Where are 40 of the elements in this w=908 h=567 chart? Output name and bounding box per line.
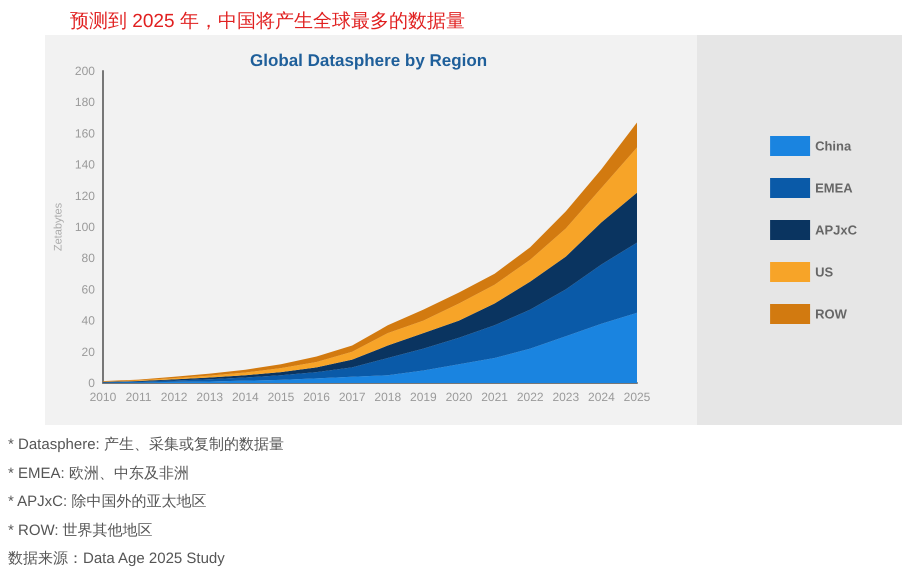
y-tick-label: 100 [74,220,96,234]
text: * ROW: 世界其他地区 [8,520,154,540]
text: * APJxC: 除中国外的亚太地区 [8,492,208,512]
x-tick-label: 2020 [446,390,473,404]
x-tick-label: 2019 [410,390,438,404]
y-tick-label: 180 [74,95,96,110]
chart-title: Global Datasphere by Region [250,51,488,70]
y-tick-label: 40 [82,314,96,328]
y-tick-label: 20 [82,344,96,359]
x-tick-label: 2021 [481,390,508,404]
y-tick-label: 120 [74,188,96,203]
x-tick-label: 2012 [160,390,188,404]
y-tick-label: 200 [74,64,96,78]
y-tick-label: 60 [82,282,96,296]
x-tick-label: 2014 [232,390,260,404]
y-tick-label: 140 [74,158,96,172]
y-tick-label: 80 [82,251,96,266]
legend-label: China [815,138,852,154]
legend-label: US [815,264,834,280]
x-tick-label: 2024 [588,390,616,404]
y-tick-label: 0 [88,376,96,390]
x-tick-label: 2022 [516,390,544,404]
legend-label: APJxC [815,222,858,238]
x-tick-label: 2023 [552,390,580,404]
x-tick-label: 2011 [126,390,152,404]
x-tick-label: 2025 [624,390,651,404]
chart-subtitle: 预测到 2025 年，中国将产生全球最多的数据量 [70,10,465,34]
x-tick-label: 2016 [303,390,330,404]
text: * EMEA: 欧洲、中东及非洲 [8,464,190,484]
x-tick-label: 2010 [90,390,117,404]
x-tick-label: 2018 [374,390,402,404]
legend-label: ROW [815,306,848,322]
legend-label: EMEA [815,180,854,196]
x-tick-label: 2015 [268,390,295,404]
x-tick-label: 2013 [196,390,224,404]
text: * Datasphere: 产生、采集或复制的数据量 [8,435,284,455]
source-note: 数据来源：Data Age 2025 Study [8,549,226,567]
x-tick-label: 2017 [338,390,366,404]
y-tick-label: 160 [74,126,96,140]
y-axis-title: Zetabytes [52,202,64,252]
